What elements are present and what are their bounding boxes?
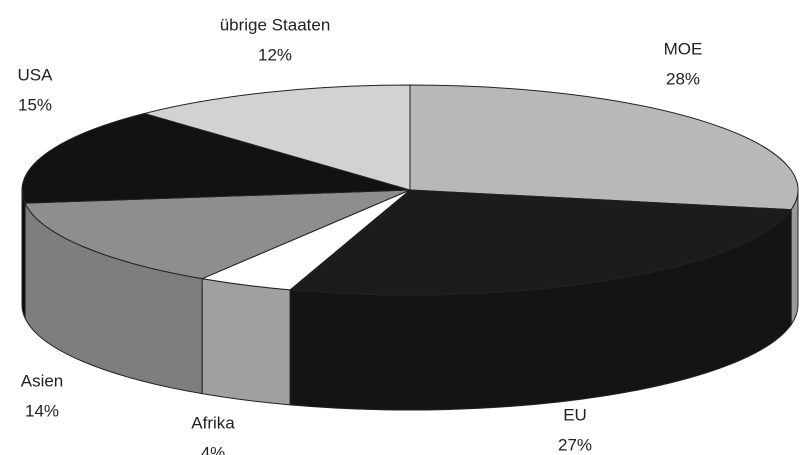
slice-label: Afrika — [191, 413, 235, 432]
slice-value: 12% — [258, 45, 292, 64]
slice — [24, 189, 411, 280]
slice — [409, 84, 799, 211]
slice-side — [201, 278, 291, 406]
slice — [142, 84, 411, 191]
slice — [21, 112, 411, 204]
slice-value: 28% — [666, 69, 700, 88]
slice-side — [21, 189, 26, 319]
slice-label: Asien — [21, 371, 64, 390]
slice-label: übrige Staaten — [220, 15, 331, 34]
slice-value: 4% — [201, 443, 226, 455]
slice-label: MOE — [664, 39, 703, 58]
slice-value: 14% — [25, 401, 59, 420]
slice-value: 27% — [558, 435, 592, 454]
slice-side — [790, 189, 799, 327]
slice — [288, 189, 793, 296]
slice-value: 15% — [18, 95, 52, 114]
slice-label: EU — [563, 405, 587, 424]
slice-label: USA — [18, 65, 54, 84]
